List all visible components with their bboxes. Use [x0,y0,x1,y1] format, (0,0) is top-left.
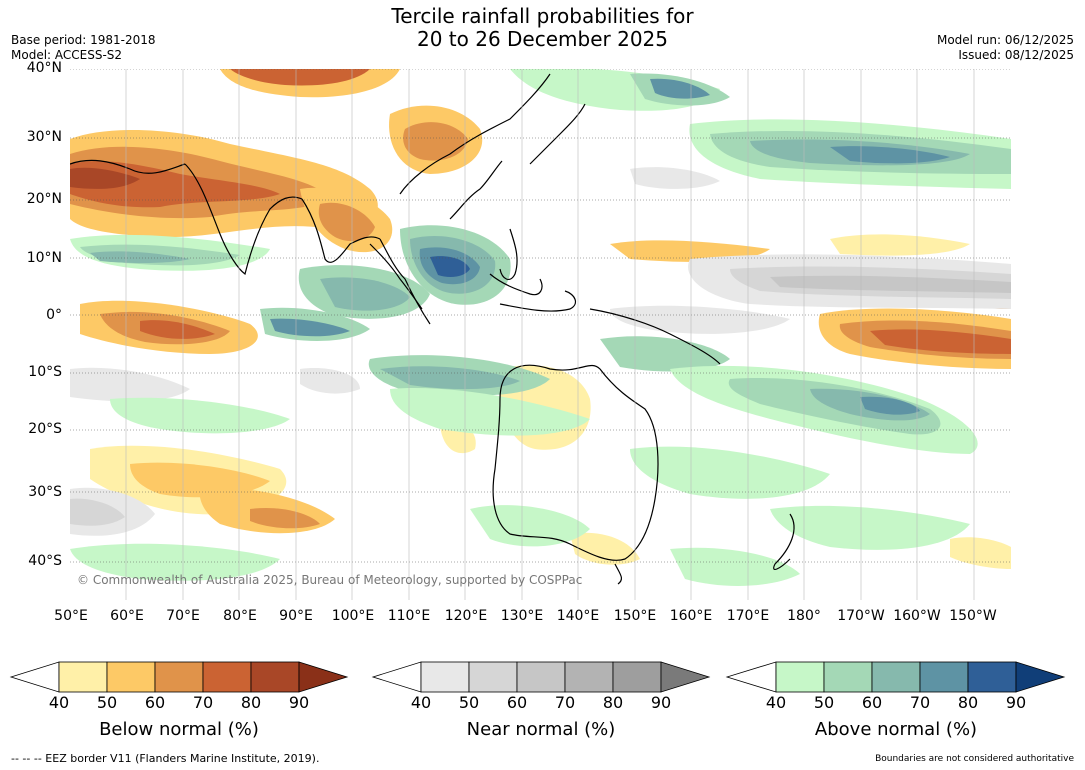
above-tick-90: 90 [1005,693,1027,712]
lon-label-170e: 170°E [726,608,770,624]
near-tick-90: 90 [650,693,672,712]
map-title-line-2: 20 to 26 December 2025 [416,27,668,51]
lon-label-150e: 150°E [613,608,657,624]
near-normal-colorbar [371,661,711,693]
lat-label-40n: 40°N [26,60,62,76]
lat-label-30n: 30°N [26,129,62,145]
above-tick-60: 60 [861,693,883,712]
lon-label-80e: 80°E [223,608,257,624]
below-tick-90: 90 [288,693,310,712]
lon-label-70e: 70°E [166,608,200,624]
lat-label-20s: 20°S [28,421,62,437]
above-normal-areas [70,69,1011,586]
lon-label-90e: 90°E [279,608,313,624]
near-tick-50: 50 [458,693,480,712]
lon-label-130e: 130°E [500,608,544,624]
below-tick-80: 80 [240,693,262,712]
issued-text: Issued: 08/12/2025 [958,48,1074,62]
above-tick-40: 40 [765,693,787,712]
meridians [125,69,975,600]
below-tick-60: 60 [144,693,166,712]
above-tick-50: 50 [813,693,835,712]
probability-map: © Commonwealth of Australia 2025, Bureau… [70,69,1011,600]
below-normal-colorbar [9,661,349,693]
lon-label-170w: 170°W [837,608,885,624]
above-normal-title: Above normal (%) [814,719,978,740]
coastlines [70,73,795,585]
lat-label-30s: 30°S [28,484,62,500]
lon-label-50e: 50°E [54,608,88,624]
legend-colorbars [9,661,1066,693]
above-tick-80: 80 [957,693,979,712]
near-normal-title: Near normal (%) [466,719,616,740]
above-tick-70: 70 [909,693,931,712]
near-tick-80: 80 [602,693,624,712]
copyright-text: © Commonwealth of Australia 2025, Bureau… [77,573,583,587]
below-tick-50: 50 [96,693,118,712]
lat-label-20n: 20°N [26,191,62,207]
lon-label-60e: 60°E [110,608,144,624]
near-tick-40: 40 [410,693,432,712]
below-tick-70: 70 [192,693,214,712]
lat-label-0: 0° [46,307,62,323]
lon-label-160w: 160°W [893,608,941,624]
graticule [70,69,1011,563]
lon-label-150w: 150°W [949,608,997,624]
below-normal-title: Below normal (%) [99,719,259,740]
lat-label-10s: 10°S [28,364,62,380]
model-text: Model: ACCESS-S2 [11,48,123,62]
lat-label-10n: 10°N [26,250,62,266]
lon-label-110e: 110°E [387,608,431,624]
lon-label-120e: 120°E [444,608,488,624]
below-normal-areas [70,69,1011,569]
near-tick-70: 70 [554,693,576,712]
boundaries-disclaimer: Boundaries are not considered authoritat… [875,754,1074,764]
lon-label-180: 180° [787,608,821,624]
map-title-line-1: Tercile rainfall probabilities for [391,4,694,28]
lon-label-140e: 140°E [556,608,600,624]
lon-label-160e: 160°E [669,608,713,624]
lon-label-100e: 100°E [331,608,375,624]
eez-border-note: -- -- -- EEZ border V11 (Flanders Marine… [11,752,320,765]
model-run-text: Model run: 06/12/2025 [936,33,1074,47]
near-tick-60: 60 [506,693,528,712]
base-period-text: Base period: 1981-2018 [11,33,156,47]
map-canvas [70,69,1011,600]
below-tick-40: 40 [48,693,70,712]
lat-label-40s: 40°S [28,553,62,569]
above-normal-colorbar [725,661,1066,693]
